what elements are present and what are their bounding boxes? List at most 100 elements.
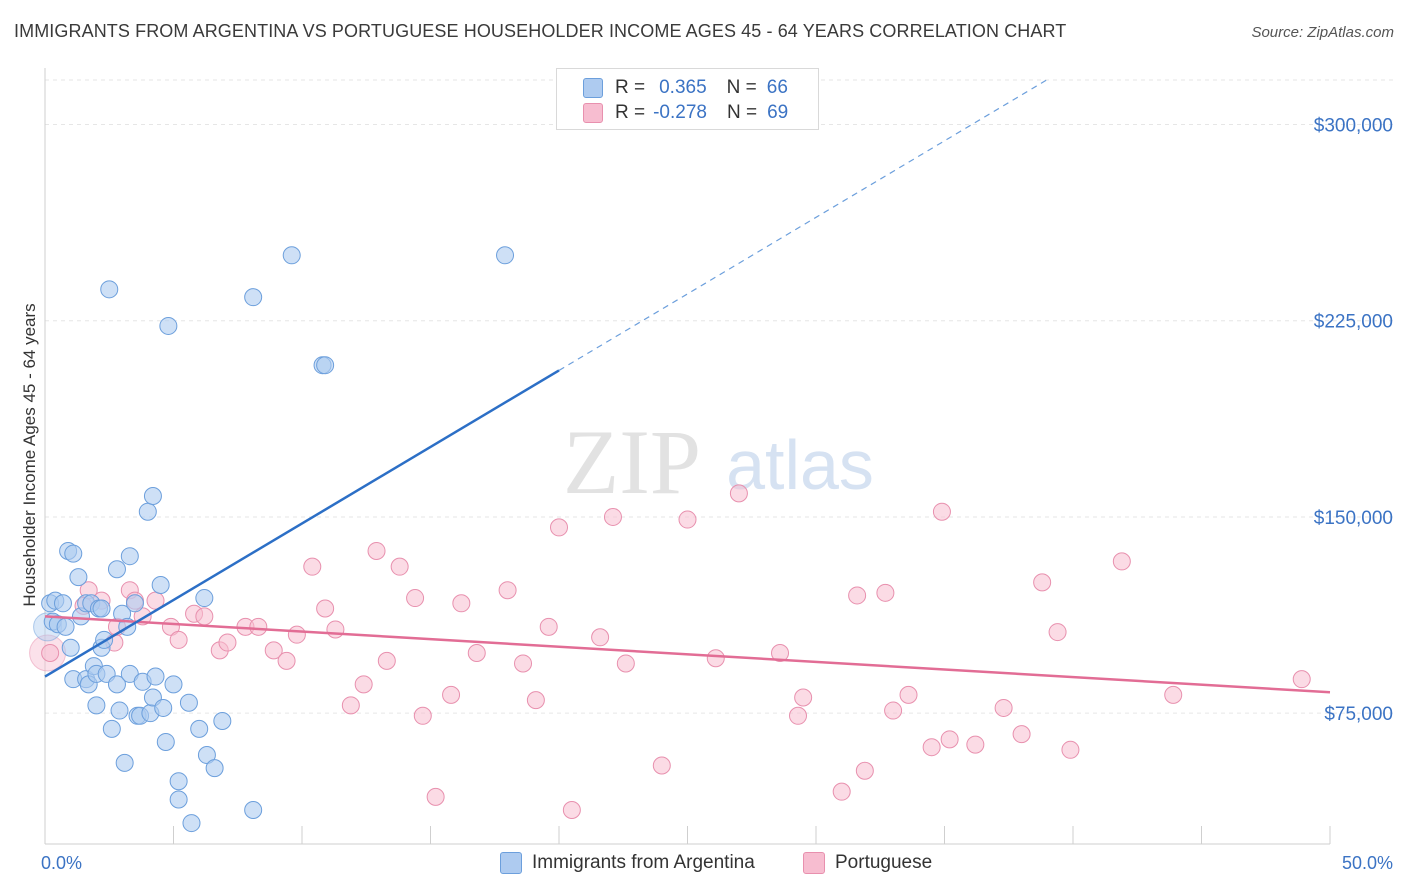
data-point-argentina [169, 790, 188, 809]
y-tick-label: $75,000 [1324, 704, 1393, 725]
data-point-portuguese [526, 691, 545, 710]
data-point-argentina [244, 288, 263, 307]
series-legend: Immigrants from Argentina Portuguese [0, 852, 1406, 878]
data-point-portuguese [354, 675, 373, 694]
data-point-argentina [195, 589, 214, 608]
data-point-argentina [316, 356, 335, 375]
data-point-portuguese [616, 654, 635, 673]
trend-line-portuguese [44, 615, 1331, 694]
data-point-portuguese [932, 502, 951, 521]
argentina-swatch [500, 852, 522, 874]
data-point-portuguese [729, 484, 748, 503]
data-point-portuguese [277, 651, 296, 670]
series-argentina [33, 246, 515, 833]
r-label: R = [615, 102, 646, 123]
axes [44, 68, 1331, 845]
data-point-argentina [169, 772, 188, 791]
data-point-portuguese [426, 787, 445, 806]
data-point-portuguese [195, 607, 214, 626]
data-point-portuguese [940, 730, 959, 749]
data-point-argentina [107, 675, 126, 694]
data-point-argentina [138, 502, 157, 521]
correlation-legend: R = 0.365 N = 66 R = -0.278 N = 69 [556, 68, 819, 130]
y-tick-label: $225,000 [1314, 312, 1393, 333]
n-label: N = [726, 102, 758, 123]
legend-item-portuguese: Portuguese [803, 852, 932, 874]
data-point-argentina [213, 712, 232, 731]
data-point-portuguese [367, 541, 386, 560]
data-point-portuguese [442, 685, 461, 704]
y-axis-title: Householder Income Ages 45 - 64 years [20, 303, 39, 606]
data-point-argentina [182, 814, 201, 833]
data-point-portuguese [390, 557, 409, 576]
data-point-portuguese [406, 589, 425, 608]
x-tick-label: 0.0% [41, 853, 82, 873]
data-point-portuguese [498, 581, 517, 600]
data-point-argentina [107, 560, 126, 579]
data-point-argentina [190, 719, 209, 738]
data-point-portuguese [1164, 685, 1183, 704]
data-point-portuguese [591, 628, 610, 647]
data-point-portuguese [562, 800, 581, 819]
data-point-portuguese [1061, 740, 1080, 759]
trend-line-argentina [44, 369, 560, 678]
y-tick-label: $300,000 [1314, 115, 1393, 136]
legend-row-argentina: R = 0.365 N = 66 [583, 76, 788, 100]
series-portuguese [29, 484, 1311, 819]
data-point-portuguese [994, 698, 1013, 717]
data-point-argentina [205, 759, 224, 778]
data-point-portuguese [1112, 552, 1131, 571]
data-point-portuguese [377, 651, 396, 670]
data-point-argentina [143, 487, 162, 506]
data-point-argentina [64, 544, 83, 563]
data-point-argentina [56, 617, 75, 636]
data-point-portuguese [789, 706, 808, 725]
data-point-portuguese [899, 685, 918, 704]
data-point-portuguese [1012, 725, 1031, 744]
data-point-portuguese [413, 706, 432, 725]
data-point-argentina [146, 667, 165, 686]
data-point-portuguese [218, 633, 237, 652]
chart-title: IMMIGRANTS FROM ARGENTINA VS PORTUGUESE … [14, 21, 1067, 41]
data-point-portuguese [341, 696, 360, 715]
legend-item-argentina: Immigrants from Argentina [500, 852, 755, 874]
data-point-portuguese [550, 518, 568, 537]
legend-row-portuguese: R = -0.278 N = 69 [583, 101, 788, 125]
data-point-portuguese [876, 583, 895, 602]
data-point-portuguese [848, 586, 867, 605]
data-point-portuguese [706, 649, 725, 668]
data-point-argentina [87, 696, 106, 715]
data-point-argentina [102, 719, 121, 738]
data-point-portuguese [287, 625, 306, 644]
data-point-portuguese [41, 644, 60, 662]
portuguese-swatch [583, 103, 603, 123]
data-point-argentina [120, 547, 139, 566]
x-tick-label: 50.0% [1342, 853, 1393, 873]
data-point-argentina [164, 675, 183, 694]
data-point-argentina [92, 599, 111, 618]
data-point-portuguese [514, 654, 533, 673]
n-value: 69 [767, 102, 789, 123]
data-point-portuguese [652, 756, 671, 775]
data-point-portuguese [326, 620, 345, 639]
data-point-argentina [496, 246, 515, 265]
data-point-argentina [154, 698, 173, 717]
n-label: N = [726, 77, 757, 98]
legend-label: Portuguese [835, 852, 933, 873]
axis-labels: $75,000 $150,000 $225,000 $300,000 0.0% 50.0%… [20, 115, 1393, 873]
data-point-portuguese [249, 617, 268, 636]
watermark-zip: ZIP [563, 411, 701, 513]
data-point-argentina [159, 316, 178, 335]
data-point-portuguese [316, 599, 335, 618]
argentina-swatch [583, 78, 603, 98]
data-point-portuguese [794, 688, 813, 707]
r-label: R = [615, 77, 646, 98]
data-point-portuguese [1048, 623, 1067, 642]
data-point-argentina [282, 246, 301, 265]
data-point-argentina [110, 701, 129, 720]
data-point-argentina [156, 732, 175, 751]
data-point-portuguese [539, 617, 558, 636]
data-point-portuguese [922, 738, 941, 757]
data-point-argentina [179, 693, 198, 712]
